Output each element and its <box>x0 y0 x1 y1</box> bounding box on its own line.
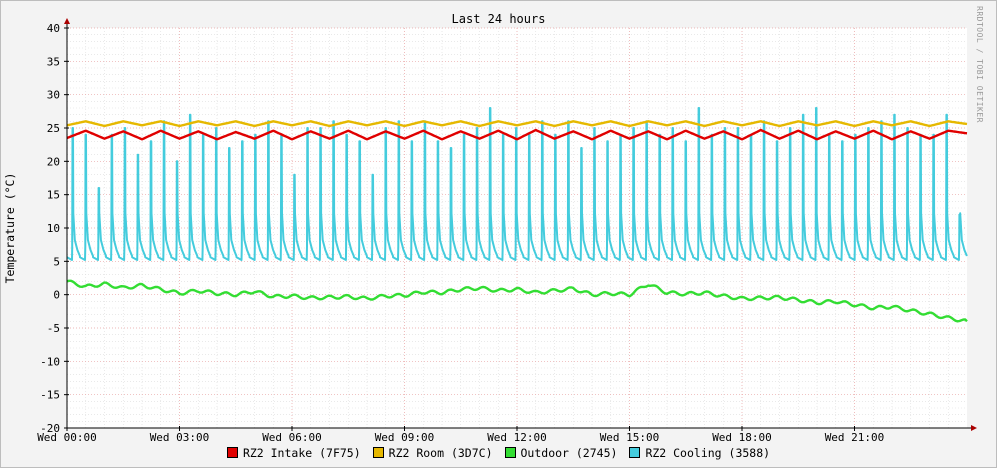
legend-label: RZ2 Intake (7F75) <box>242 446 361 460</box>
x-tick-label: Wed 09:00 <box>375 431 435 444</box>
axes <box>64 18 977 431</box>
y-tick-label: 15 <box>47 189 60 202</box>
x-tick-label: Wed 00:00 <box>37 431 97 444</box>
y-tick-label: 10 <box>47 222 60 235</box>
series-line-outdoor-2745 <box>66 279 968 323</box>
y-tick-label: -5 <box>47 322 60 335</box>
y-tick-label: -20 <box>40 422 60 435</box>
series-lines <box>66 107 968 323</box>
y-tick-label: -10 <box>40 355 60 368</box>
x-tick-label: Wed 21:00 <box>825 431 885 444</box>
y-tick-label: 0 <box>53 289 60 302</box>
y-tick-labels: 40 35 30 25 20 15 10 5 0 -5 -10 -15 -20 <box>40 22 60 435</box>
y-tick-label: 20 <box>47 155 60 168</box>
y-tick-label: 25 <box>47 122 60 135</box>
legend-swatch <box>629 447 641 458</box>
y-axis-arrow <box>64 18 70 24</box>
y-tick-label: 35 <box>47 55 60 68</box>
x-tick-label: Wed 18:00 <box>712 431 772 444</box>
series-line-rz2-room-3d7c <box>66 120 968 128</box>
x-axis-arrow <box>971 425 977 431</box>
x-tick-label: Wed 06:00 <box>262 431 322 444</box>
y-axis-label: Temperature (°C) <box>3 173 17 284</box>
series-line-rz2-cooling-3588 <box>66 107 968 261</box>
y-tick-label: 5 <box>53 255 60 268</box>
legend-swatch <box>226 447 238 458</box>
legend: RZ2 Intake (7F75) RZ2 Room (3D7C) Outdoor … <box>0 446 997 460</box>
legend-item: RZ2 Intake (7F75) <box>226 446 361 460</box>
legend-label: Outdoor (2745) <box>520 446 618 460</box>
rrdtool-watermark: RRDTOOL / TOBI OETIKER <box>975 6 984 123</box>
x-tick-label: Wed 03:00 <box>150 431 210 444</box>
legend-label: RZ2 Cooling (3588) <box>645 446 771 460</box>
legend-swatch <box>372 447 384 458</box>
legend-item: RZ2 Cooling (3588) <box>629 446 770 460</box>
y-tick-label: 40 <box>47 22 60 35</box>
x-tick-label: Wed 15:00 <box>600 431 660 444</box>
y-tick-label: -15 <box>40 389 60 402</box>
y-tick-label: 30 <box>47 89 60 102</box>
series-line-rz2-intake-7f75 <box>66 128 968 141</box>
chart-title: Last 24 hours <box>451 12 546 26</box>
x-tick-label: Wed 12:00 <box>487 431 547 444</box>
legend-item: RZ2 Room (3D7C) <box>372 446 493 460</box>
x-tick-labels: Wed 00:00 Wed 03:00 Wed 06:00 Wed 09:00 Wed … <box>37 431 884 444</box>
legend-swatch <box>504 447 516 458</box>
legend-item: Outdoor (2745) <box>504 446 618 460</box>
legend-label: RZ2 Room (3D7C) <box>388 446 493 460</box>
